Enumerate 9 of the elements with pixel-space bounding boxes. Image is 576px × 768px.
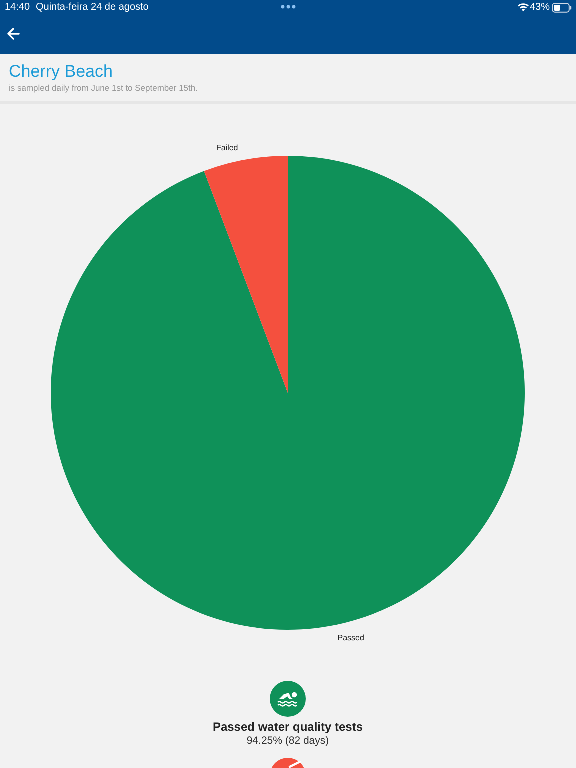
- chart-subtitle: is sampled daily from June 1st to September 15th.: [9, 83, 198, 93]
- text: 94.25% (82 days): [246, 735, 330, 747]
- slice-label: Failed: [216, 144, 238, 153]
- text: 43%: [530, 2, 550, 13]
- slice-label: Passed: [338, 633, 364, 642]
- text: Passed water quality tests: [212, 720, 364, 734]
- text: Quinta-feira 24 de agosto: [36, 2, 149, 13]
- chart-title: Cherry Beach: [9, 62, 113, 82]
- text: 14:40: [5, 2, 30, 13]
